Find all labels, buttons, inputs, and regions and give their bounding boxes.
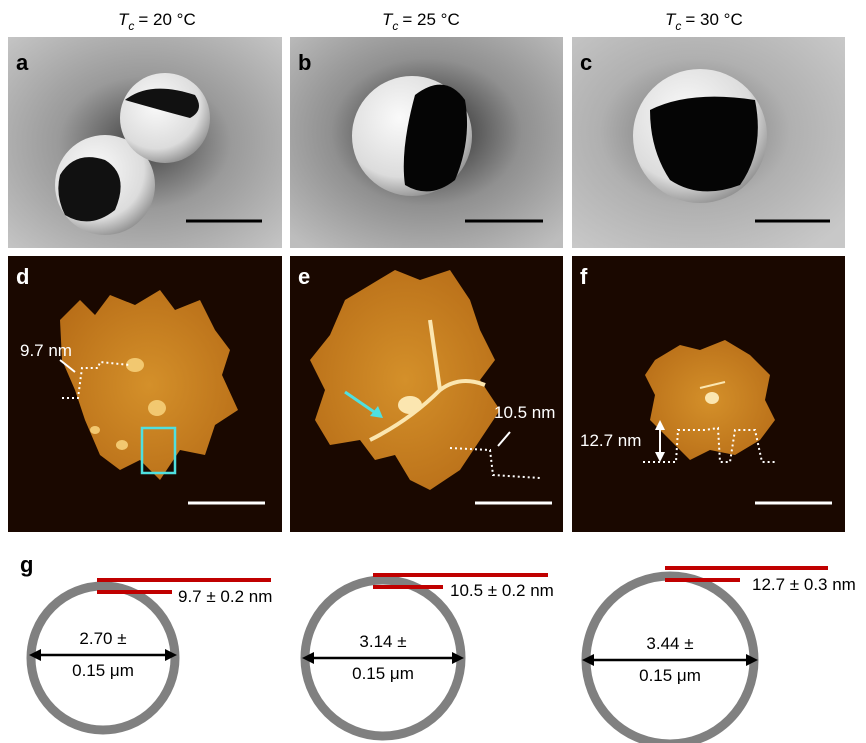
diameter-label: 0.15 μm — [352, 664, 414, 683]
sem-panel-a — [8, 37, 282, 248]
afm-annotation: 10.5 nm — [494, 403, 555, 422]
schematic-2: 10.5 ± 0.2 nm 3.14 ± 0.15 μm — [302, 575, 554, 736]
panel-label: e — [298, 264, 310, 289]
schematic-1: 9.7 ± 0.2 nm 2.70 ± 0.15 μm — [29, 580, 272, 730]
afm-annotation: 12.7 nm — [580, 431, 641, 450]
diameter-label: 3.44 ± — [646, 634, 693, 653]
diameter-label: 3.14 ± — [359, 632, 406, 651]
panel-label: b — [298, 50, 311, 75]
thickness-label: 12.7 ± 0.3 nm — [752, 575, 856, 594]
schematic-3: 12.7 ± 0.3 nm 3.44 ± 0.15 μm — [582, 568, 856, 743]
diameter-label: 0.15 μm — [72, 661, 134, 680]
panel-label: c — [580, 50, 592, 75]
sem-panel-b — [290, 37, 563, 248]
thickness-label: 9.7 ± 0.2 nm — [178, 587, 272, 606]
afm-panel-e: 10.5 nm — [290, 256, 563, 532]
panel-label: d — [16, 264, 29, 289]
panel-label: g — [20, 552, 33, 577]
sem-panel-c — [572, 37, 845, 248]
column-headers: Tc= 20 °C Tc= 25 °C Tc= 30 °C — [118, 10, 743, 33]
figure: Tc= 20 °C Tc= 25 °C Tc= 30 °C 9.7 nm 10.… — [0, 0, 866, 743]
panel-label: a — [16, 50, 29, 75]
diameter-label: 2.70 ± — [79, 629, 126, 648]
diameter-label: 0.15 μm — [639, 666, 701, 685]
header: Tc= 30 °C — [665, 10, 743, 33]
afm-panel-f: 12.7 nm — [572, 256, 845, 532]
header: Tc= 20 °C — [118, 10, 196, 33]
thickness-label: 10.5 ± 0.2 nm — [450, 581, 554, 600]
header: Tc= 25 °C — [382, 10, 460, 33]
afm-annotation: 9.7 nm — [20, 341, 72, 360]
panel-label: f — [580, 264, 588, 289]
afm-panel-d: 9.7 nm — [8, 256, 282, 532]
